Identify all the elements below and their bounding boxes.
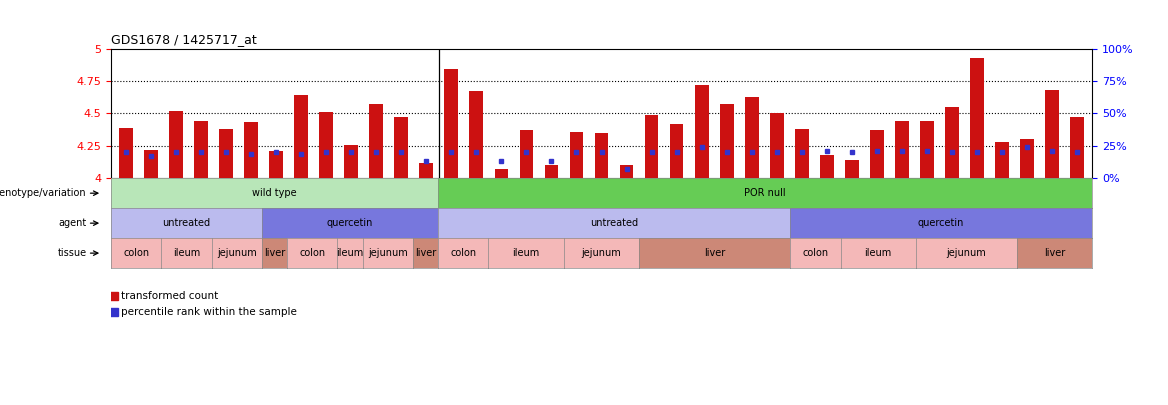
Text: untreated: untreated	[590, 218, 638, 228]
Bar	[345, 145, 359, 178]
Bar	[220, 129, 232, 178]
Text: jejunum: jejunum	[368, 248, 408, 258]
Text: jejunum: jejunum	[946, 248, 986, 258]
Bar	[470, 92, 484, 178]
Text: jejunum: jejunum	[217, 248, 257, 258]
Text: transformed count: transformed count	[121, 291, 218, 301]
Bar	[971, 58, 983, 178]
Bar	[645, 115, 659, 178]
Text: liver: liver	[415, 248, 436, 258]
Text: liver: liver	[704, 248, 725, 258]
Bar	[1020, 139, 1034, 178]
Bar	[494, 169, 508, 178]
Text: colon: colon	[123, 248, 150, 258]
Bar	[520, 130, 534, 178]
Bar	[119, 128, 133, 178]
Bar	[595, 133, 609, 178]
Bar	[395, 117, 408, 178]
Bar	[369, 104, 383, 178]
Bar	[995, 142, 1009, 178]
Bar	[194, 121, 208, 178]
Text: liver: liver	[264, 248, 285, 258]
Text: colon: colon	[450, 248, 477, 258]
Bar	[669, 124, 683, 178]
Text: ileum: ileum	[173, 248, 200, 258]
Text: POR null: POR null	[744, 188, 786, 198]
Bar	[445, 69, 458, 178]
Bar	[319, 112, 333, 178]
Text: quercetin: quercetin	[327, 218, 373, 228]
Text: jejunum: jejunum	[582, 248, 621, 258]
Bar	[695, 85, 709, 178]
Text: untreated: untreated	[162, 218, 210, 228]
Bar	[844, 160, 858, 178]
Bar	[270, 151, 283, 178]
Bar	[870, 130, 884, 178]
Text: colon: colon	[299, 248, 325, 258]
Bar	[169, 111, 183, 178]
Text: agent: agent	[58, 218, 86, 228]
Text: ileum: ileum	[336, 248, 363, 258]
Bar	[1070, 117, 1084, 178]
Text: GDS1678 / 1425717_at: GDS1678 / 1425717_at	[111, 33, 257, 46]
Text: ileum: ileum	[513, 248, 540, 258]
Text: wild type: wild type	[252, 188, 297, 198]
Bar	[820, 155, 834, 178]
Bar	[719, 104, 734, 178]
Bar	[795, 129, 808, 178]
Text: colon: colon	[802, 248, 828, 258]
Text: ileum: ileum	[864, 248, 892, 258]
Bar	[770, 113, 784, 178]
Bar	[244, 122, 258, 178]
Bar	[745, 96, 758, 178]
Text: tissue: tissue	[57, 248, 86, 258]
Bar	[920, 121, 933, 178]
Text: percentile rank within the sample: percentile rank within the sample	[121, 307, 297, 317]
Bar	[294, 95, 308, 178]
Bar	[419, 163, 433, 178]
Bar	[895, 121, 909, 178]
Text: liver: liver	[1044, 248, 1065, 258]
Bar	[570, 132, 583, 178]
Text: genotype/variation: genotype/variation	[0, 188, 86, 198]
Bar	[144, 150, 158, 178]
Text: quercetin: quercetin	[918, 218, 965, 228]
Bar	[1045, 90, 1059, 178]
Bar	[620, 165, 633, 178]
Bar	[945, 107, 959, 178]
Bar	[544, 165, 558, 178]
